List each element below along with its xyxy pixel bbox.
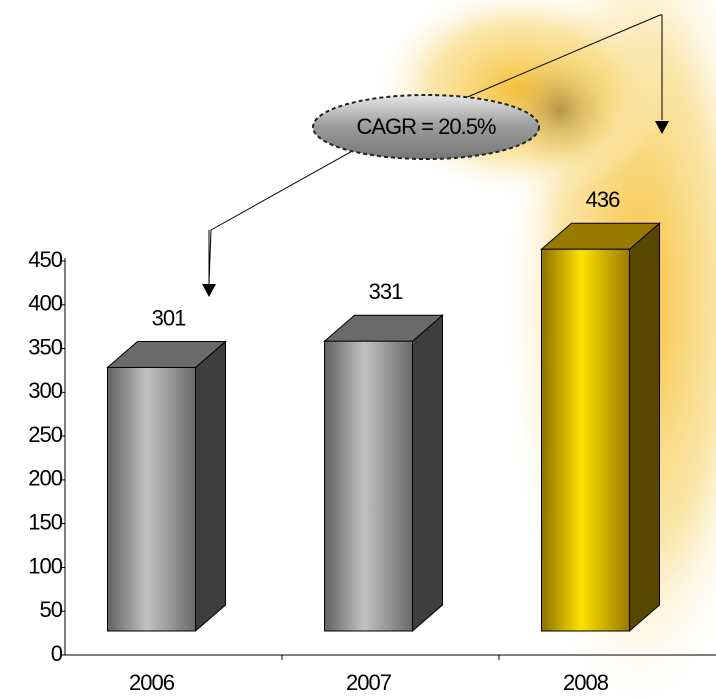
value-label: 301 xyxy=(152,305,186,330)
bar xyxy=(540,222,661,633)
y-tick-label: 350 xyxy=(28,334,62,359)
annotation: CAGR = 20.5% xyxy=(356,114,495,139)
y-tick-label: 450 xyxy=(28,247,62,272)
bar-front xyxy=(324,340,413,632)
y-tick-label: 100 xyxy=(28,553,62,578)
bar xyxy=(106,340,227,633)
bar-side xyxy=(629,222,660,633)
bar-side xyxy=(412,314,443,633)
value-label: 331 xyxy=(369,279,403,304)
y-tick-label: 50 xyxy=(40,597,63,622)
y-tick-label: 250 xyxy=(28,422,62,447)
y-tick-label: 0 xyxy=(51,641,63,666)
y-tick-label: 400 xyxy=(28,291,62,316)
x-tick-label: 2008 xyxy=(563,670,609,695)
annotation-ellipse xyxy=(312,94,540,160)
y-tick-label: 200 xyxy=(28,466,62,491)
x-tick-label: 2007 xyxy=(346,670,392,695)
y-tick-label: 150 xyxy=(28,509,62,534)
value-label: 436 xyxy=(586,187,620,212)
x-tick-label: 2006 xyxy=(129,670,175,695)
bar xyxy=(323,314,444,633)
bar-side xyxy=(195,340,226,633)
bar-front xyxy=(107,366,196,632)
bar-front xyxy=(541,248,630,632)
y-tick-label: 300 xyxy=(28,378,62,403)
